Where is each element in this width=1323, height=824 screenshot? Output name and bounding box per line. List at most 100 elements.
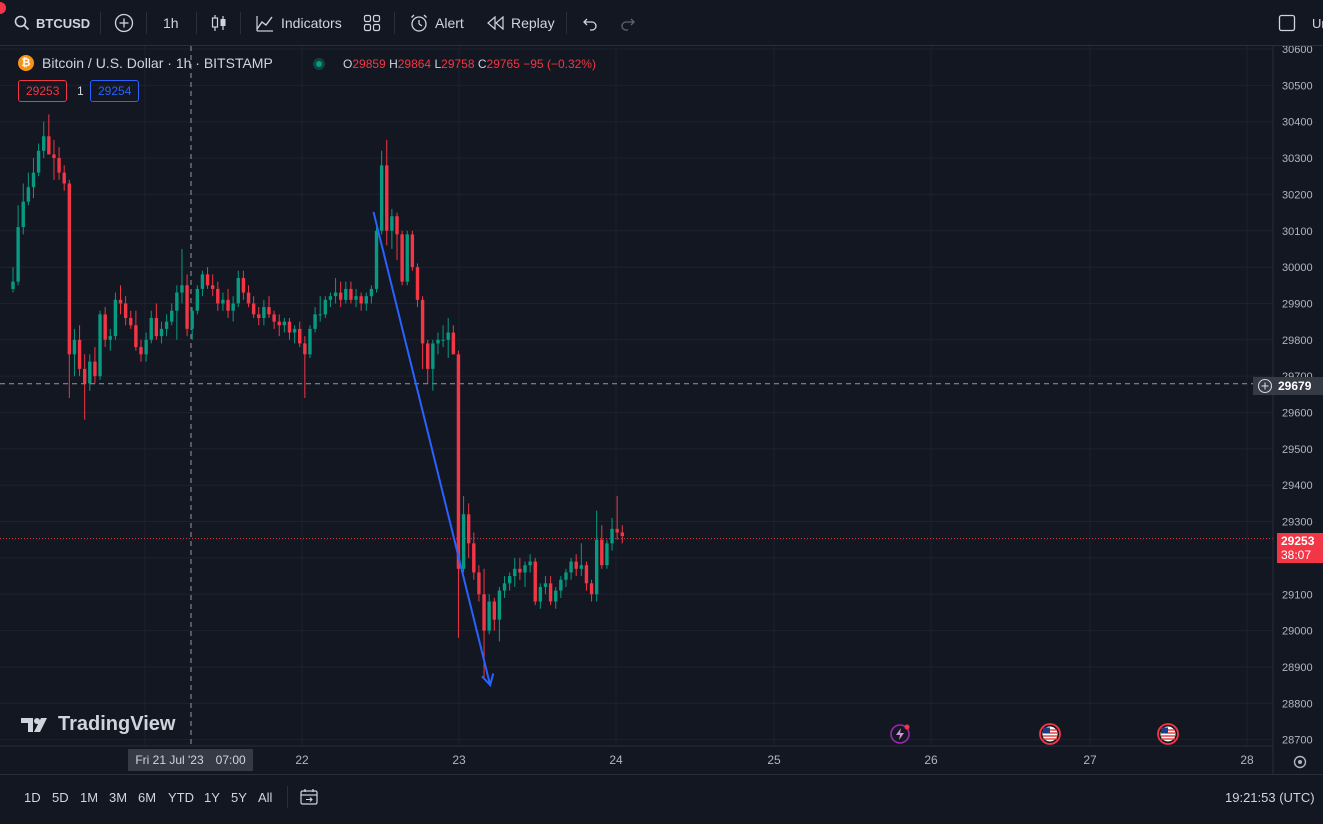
chart-type-button[interactable] (210, 0, 228, 46)
spread-value: 1 (77, 84, 84, 98)
range-6m[interactable]: 6M (138, 789, 157, 805)
add-plus-icon[interactable] (1257, 378, 1273, 394)
interval-button[interactable]: 1h (163, 0, 179, 46)
candle-body (88, 361, 92, 384)
alert-button[interactable]: Alert (409, 0, 464, 46)
us-flag-event-icon[interactable] (1157, 723, 1179, 745)
event-markers[interactable] (890, 723, 1179, 745)
candle-down (574, 554, 578, 577)
candle-down (123, 296, 128, 326)
candle-down (134, 310, 138, 351)
chart-area[interactable]: 30600 30500 30400 30300 30200 30100 30000 29900… (0, 46, 1323, 774)
candle-up (113, 292, 118, 340)
candle-up (497, 586, 502, 642)
candle-up (236, 270, 240, 308)
candle-up (461, 496, 466, 573)
trend-arrow-head (481, 673, 495, 688)
trend-arrow-drawing[interactable] (372, 211, 495, 688)
candle-up (21, 183, 25, 235)
candle-body (564, 572, 568, 580)
candle-body (303, 343, 307, 355)
bottom-divider (287, 786, 288, 808)
candle-body (72, 339, 77, 355)
buy-button[interactable]: 29254 (90, 80, 140, 102)
candle-body (216, 288, 220, 304)
candle-body (149, 317, 153, 340)
candle-up (313, 307, 317, 333)
redo-button[interactable] (620, 0, 636, 46)
unnamed-layout-label: Ur (1312, 15, 1323, 31)
layout-button[interactable]: Ur (1278, 0, 1323, 46)
candle-up (379, 150, 384, 235)
candle-up (180, 248, 184, 304)
candle-body (313, 314, 317, 329)
top-toolbar: BTCUSD 1h Indicators Alert Replay Ur (0, 0, 1323, 46)
price-chart[interactable]: 30600 30500 30400 30300 30200 30100 30000 29900… (0, 46, 1323, 774)
us-flag-event-icon[interactable] (1039, 723, 1061, 745)
range-3m[interactable]: 3M (109, 789, 128, 805)
candle-body (108, 336, 112, 340)
interval-label: 1h (163, 15, 179, 31)
candle-down (129, 310, 133, 329)
range-ytd[interactable]: YTD (168, 789, 194, 805)
time-tick-label: 28 (1240, 753, 1254, 767)
candle-body (461, 514, 466, 569)
go-to-date-button[interactable] (299, 775, 319, 819)
lightning-event-icon[interactable] (890, 724, 910, 744)
close-value: 29765 (486, 57, 520, 71)
replay-button[interactable]: Replay (487, 0, 555, 46)
range-1d[interactable]: 1D (24, 789, 41, 805)
range-5y[interactable]: 5Y (231, 789, 247, 805)
candle-up (36, 143, 41, 177)
candle-down (359, 292, 363, 311)
time-axis[interactable]: 22 23 24 25 26 27 28 (0, 745, 1307, 769)
range-1y[interactable]: 1Y (204, 789, 220, 805)
undo-button[interactable] (582, 0, 598, 46)
candle-up (282, 317, 287, 333)
templates-button[interactable] (363, 0, 381, 46)
crosshair-date: Fri 21 Jul '23 (135, 753, 204, 767)
candle-body (308, 328, 312, 355)
candle-up (507, 572, 512, 591)
candle-down (47, 114, 51, 155)
candle-body (272, 314, 276, 322)
candle-body (318, 314, 322, 316)
candle-body (226, 299, 230, 311)
price-tick-label: 28900 (1282, 662, 1313, 674)
candle-down (77, 325, 82, 377)
candle-down (548, 576, 553, 606)
candle-body (47, 136, 51, 155)
symbol-search-button[interactable]: BTCUSD (14, 0, 90, 46)
candle-up (88, 354, 92, 391)
tradingview-logo[interactable]: TradingView (20, 713, 175, 736)
candle-down (154, 303, 159, 340)
sell-button[interactable]: 29253 (18, 80, 68, 102)
range-5d[interactable]: 5D (52, 789, 69, 805)
symbol-legend[interactable]: ₿ Bitcoin / U.S. Dollar · 1h · BITSTAMP (18, 55, 273, 71)
range-1m[interactable]: 1M (80, 789, 99, 805)
range-all[interactable]: All (258, 789, 273, 805)
candle-body (328, 296, 333, 300)
candle-up (323, 296, 328, 318)
indicators-icon (256, 16, 273, 32)
high-label: H (389, 57, 398, 71)
candle-body (364, 296, 368, 304)
compare-symbol-button[interactable] (114, 0, 134, 46)
gear-ring (1293, 755, 1307, 769)
price-axis[interactable]: 30600 30500 30400 30300 30200 30100 30000 29900… (1272, 46, 1313, 774)
candle-body (548, 583, 553, 602)
candle-body (569, 561, 573, 573)
clock-timezone[interactable]: 19:21:53 (UTC) (1225, 789, 1315, 805)
candle-up (502, 576, 507, 598)
chart-settings-icon[interactable] (1293, 755, 1307, 769)
candle-down (533, 557, 537, 606)
indicators-button[interactable]: Indicators (255, 0, 342, 46)
candle-down (620, 525, 624, 544)
square-icon (1278, 14, 1296, 32)
candle-up (390, 208, 394, 249)
change-value: −95 (−0.32%) (523, 57, 596, 71)
calendar-range-icon (300, 789, 318, 805)
candle-body (103, 314, 107, 340)
last-price-value: 29253 (1281, 534, 1315, 548)
candle-up (170, 303, 174, 326)
